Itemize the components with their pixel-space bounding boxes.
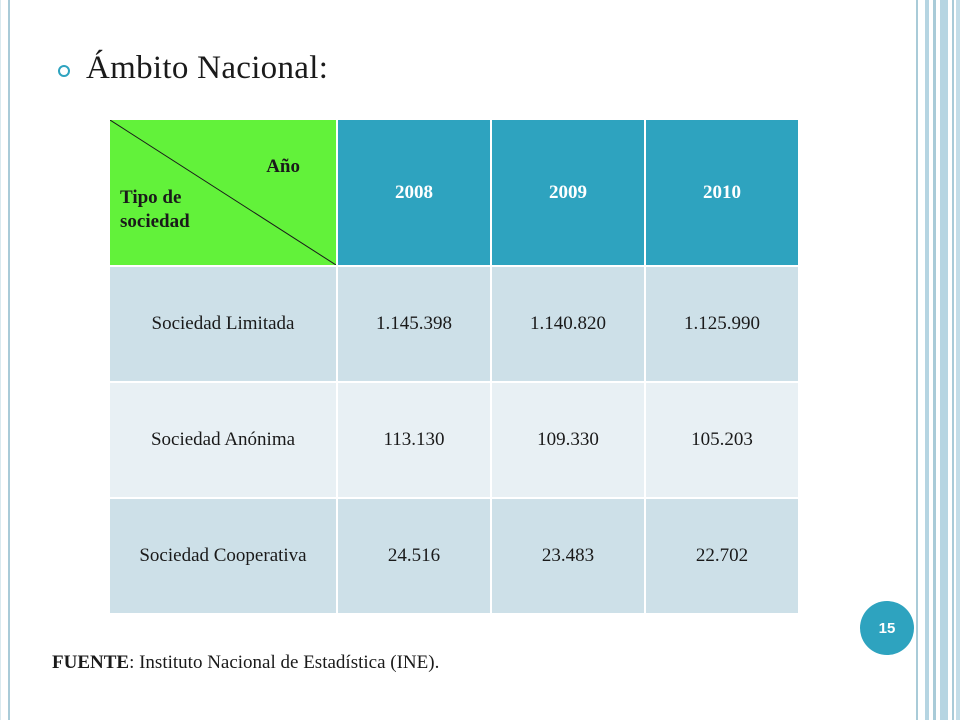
source-label: FUENTE bbox=[52, 652, 130, 673]
diagonal-divider bbox=[110, 120, 336, 265]
source-text: : Instituto Nacional de Estadística (INE… bbox=[129, 652, 440, 673]
slide-frame-left-line bbox=[8, 0, 10, 720]
page-number: 15 bbox=[878, 619, 896, 637]
row-label: Sociedad Anónima bbox=[108, 381, 338, 499]
year-header: 2009 bbox=[490, 118, 646, 267]
corner-year-label: Año bbox=[266, 156, 300, 177]
corner-type-label: Tipo de sociedad bbox=[120, 187, 190, 232]
table-cell: 113.130 bbox=[336, 381, 492, 499]
page-number-badge: 15 bbox=[860, 601, 914, 655]
table-row: Sociedad Limitada 1.145.398 1.140.820 1.… bbox=[108, 265, 800, 383]
table-cell: 23.483 bbox=[490, 497, 646, 615]
slide-heading: Ámbito Nacional: bbox=[86, 50, 329, 86]
slide-frame-left-edge bbox=[0, 0, 1, 720]
table-corner-cell: Año Tipo de sociedad bbox=[108, 118, 338, 267]
source-note: FUENTE: Instituto Nacional de Estadístic… bbox=[52, 652, 439, 674]
year-header: 2010 bbox=[644, 118, 800, 267]
table-cell: 109.330 bbox=[490, 381, 646, 499]
circle-bullet-icon bbox=[58, 64, 70, 77]
table-cell: 1.125.990 bbox=[644, 265, 800, 383]
table-header-row: Año Tipo de sociedad 2008 2009 2010 bbox=[108, 118, 800, 267]
table-cell: 22.702 bbox=[644, 497, 800, 615]
table-cell: 1.145.398 bbox=[336, 265, 492, 383]
row-label: Sociedad Limitada bbox=[108, 265, 338, 383]
row-label: Sociedad Cooperativa bbox=[108, 497, 338, 615]
year-header: 2008 bbox=[336, 118, 492, 267]
companies-table: Año Tipo de sociedad 2008 2009 2010 Soci… bbox=[108, 118, 800, 615]
slide-decorative-stripes bbox=[916, 0, 960, 720]
table-cell: 1.140.820 bbox=[490, 265, 646, 383]
table-row: Sociedad Anónima 113.130 109.330 105.203 bbox=[108, 381, 800, 499]
table-cell: 24.516 bbox=[336, 497, 492, 615]
table-cell: 105.203 bbox=[644, 381, 800, 499]
table-row: Sociedad Cooperativa 24.516 23.483 22.70… bbox=[108, 497, 800, 615]
heading-bullet-row: Ámbito Nacional: bbox=[58, 50, 328, 87]
